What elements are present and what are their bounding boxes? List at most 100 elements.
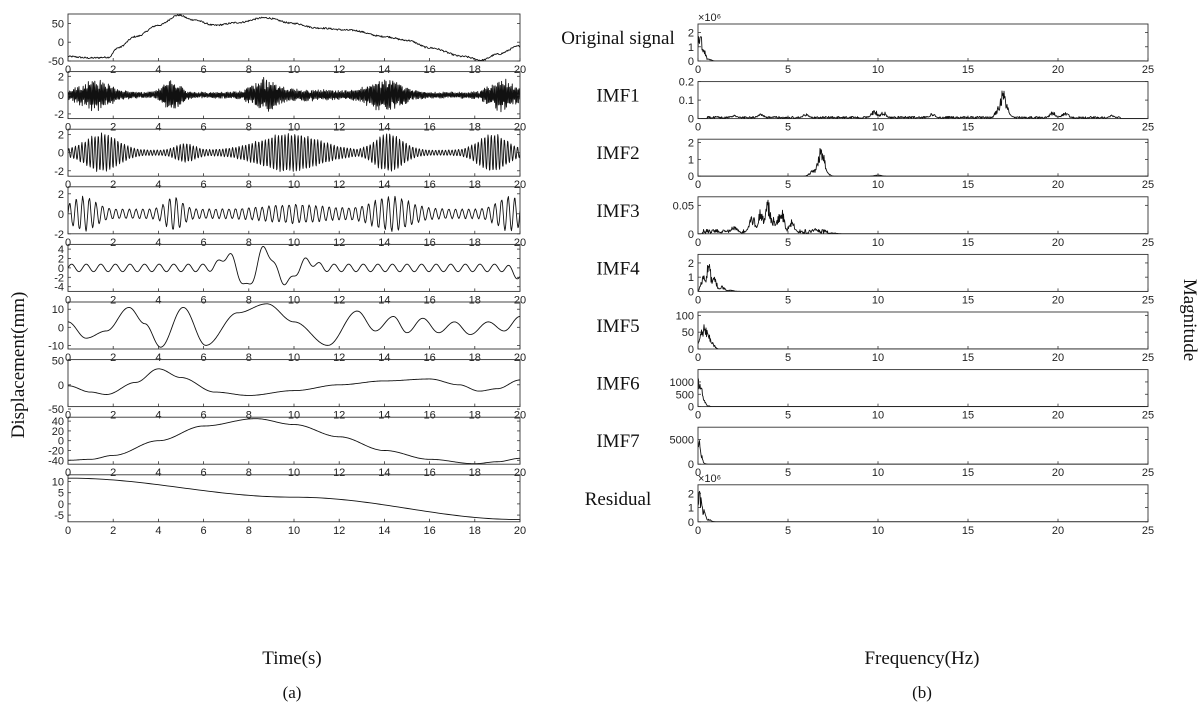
x-tick-label: 25 (1142, 179, 1154, 191)
x-tick-label: 20 (1052, 237, 1064, 249)
x-tick-label: 12 (333, 525, 345, 537)
x-tick-label: 5 (785, 467, 791, 479)
x-tick-label: 4 (155, 179, 161, 191)
series-line-original-signal (68, 14, 520, 61)
x-tick-label: 25 (1142, 525, 1154, 537)
x-tick-label: 20 (1052, 410, 1064, 422)
row-label-imf7: IMF7 (596, 431, 639, 452)
x-tick-label: 18 (469, 179, 481, 191)
x-tick-label: 5 (785, 352, 791, 364)
right-x-axis-label: Frequency(Hz) (864, 648, 979, 669)
y-tick-label: 0 (58, 436, 64, 448)
row-label-imf1: IMF1 (596, 86, 639, 107)
x-tick-label: 20 (514, 122, 526, 134)
x-tick-label: 14 (378, 410, 390, 422)
x-tick-label: 5 (785, 179, 791, 191)
time-panel-imf1: 20-20 2 4 6 8 10 12 14 16 18 20 (54, 71, 526, 134)
y-tick-label: 0 (688, 114, 694, 126)
series-line-imf4 (698, 264, 1148, 292)
imf-row-labels: Original signal IMF1 IMF2 IMF3 IMF4 IMF5 IMF6 I… (561, 28, 674, 510)
x-tick-label: 16 (423, 237, 435, 249)
x-tick-label: 5 (785, 294, 791, 306)
x-tick-label: 0 (695, 294, 701, 306)
x-tick-label: 10 (872, 179, 884, 191)
plot-frame (697, 311, 1149, 350)
x-tick-label: 15 (962, 467, 974, 479)
x-tick-label: 15 (962, 64, 974, 76)
x-tick-label: 15 (962, 410, 974, 422)
time-panel-imf6: 500-50 0 2 4 6 8 10 12 14 16 18 20 (48, 356, 526, 422)
plot-frame (67, 301, 521, 350)
x-tick-label: 18 (469, 237, 481, 249)
x-tick-label: 15 (962, 237, 974, 249)
y-tick-label: 0.05 (673, 200, 694, 212)
y-tick-label: 0 (688, 344, 694, 356)
y-tick-label: -5 (54, 510, 64, 522)
plot-frame (697, 81, 1149, 120)
y-tick-label: 50 (682, 327, 694, 339)
x-tick-label: 16 (423, 410, 435, 422)
x-tick-label: 4 (155, 294, 161, 306)
row-label-original-signal: Original signal (561, 28, 674, 49)
x-tick-label: 4 (155, 410, 161, 422)
x-tick-label: 10 (288, 294, 300, 306)
x-tick-label: 0 (65, 467, 71, 479)
x-tick-label: 14 (378, 525, 390, 537)
y-tick-label: -10 (48, 340, 64, 352)
x-tick-label: 0 (65, 294, 71, 306)
panel-label-a: (a) (283, 683, 302, 702)
series-line-residual (698, 490, 1148, 522)
series-line-imf2 (68, 132, 520, 172)
x-tick-label: 4 (155, 122, 161, 134)
y-tick-label: -50 (48, 56, 64, 68)
x-tick-label: 10 (872, 352, 884, 364)
x-tick-label: 6 (201, 64, 207, 76)
y-tick-label: 0 (688, 229, 694, 241)
x-tick-label: 10 (872, 467, 884, 479)
y-tick-label: 2 (688, 138, 694, 150)
x-tick-label: 2 (110, 467, 116, 479)
row-label-imf2: IMF2 (596, 143, 639, 164)
plot-frame (67, 359, 521, 408)
y-tick-label: 0 (58, 148, 64, 160)
x-tick-label: 4 (155, 525, 161, 537)
y-tick-label: 4 (58, 244, 64, 256)
plot-frame (697, 23, 1149, 62)
left-y-axis-label: Displacement(mm) (8, 292, 29, 439)
y-tick-label: 0 (688, 56, 694, 68)
plot-frame (697, 369, 1149, 408)
x-tick-label: 25 (1142, 410, 1154, 422)
plot-frame (67, 243, 521, 292)
x-tick-label: 2 (110, 294, 116, 306)
plot-frame (697, 253, 1149, 292)
series-line-imf1 (698, 90, 1148, 119)
x-tick-label: 16 (423, 467, 435, 479)
x-tick-label: 2 (110, 352, 116, 364)
x-tick-label: 6 (201, 179, 207, 191)
x-tick-label: 12 (333, 410, 345, 422)
y-tick-label: 2 (58, 71, 64, 83)
x-tick-label: 2 (110, 64, 116, 76)
y-tick-label: -20 (48, 445, 64, 457)
x-tick-label: 18 (469, 64, 481, 76)
x-tick-label: 25 (1142, 294, 1154, 306)
x-tick-label: 18 (469, 352, 481, 364)
y-tick-label: 50 (52, 356, 64, 368)
x-tick-label: 12 (333, 237, 345, 249)
series-line-imf5 (68, 303, 520, 348)
y-tick-label: -4 (54, 282, 64, 294)
y-tick-label: 0 (688, 517, 694, 529)
x-tick-label: 8 (246, 410, 252, 422)
left-x-axis-label: Time(s) (262, 648, 321, 669)
y-tick-label: 2 (58, 189, 64, 201)
x-tick-label: 0 (65, 122, 71, 134)
plot-frame (697, 426, 1149, 465)
x-tick-label: 0 (65, 179, 71, 191)
x-tick-label: 16 (423, 64, 435, 76)
freq-panel-imf5: 100 50 00 5 10 15 20 25 (676, 310, 1154, 364)
x-tick-label: 16 (423, 122, 435, 134)
right-y-axis-label: Magnitude (1179, 279, 1200, 361)
x-tick-label: 20 (514, 525, 526, 537)
